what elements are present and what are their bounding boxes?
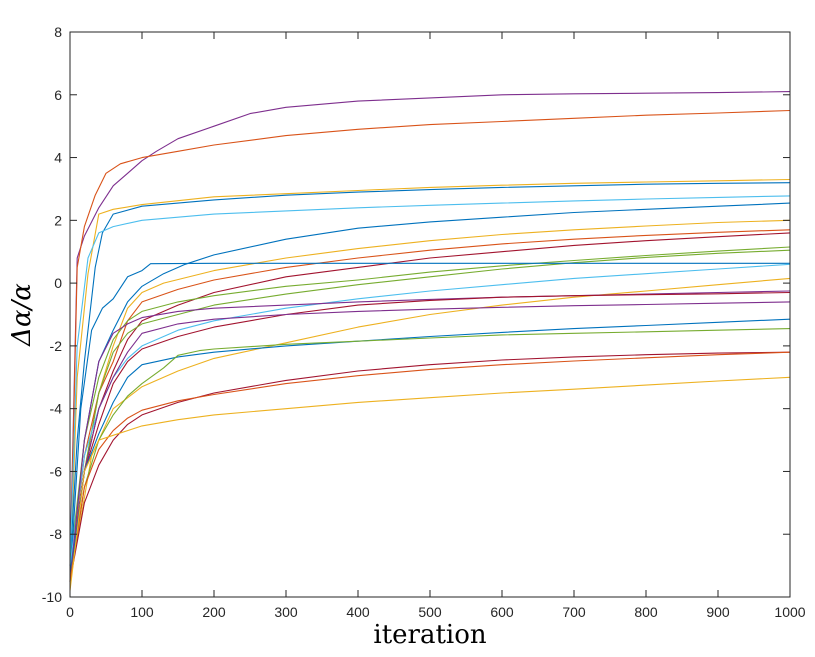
y-tick-label: 6 xyxy=(54,87,62,103)
x-axis-title: iteration xyxy=(373,620,486,650)
x-tick-label: 500 xyxy=(418,604,442,620)
y-tick-label: 0 xyxy=(54,275,62,291)
y-tick-label: -4 xyxy=(50,401,63,417)
series-line-16 xyxy=(69,291,791,582)
series-line-5 xyxy=(69,195,791,566)
series-line-21 xyxy=(69,351,791,582)
series-line-2 xyxy=(69,109,791,582)
series-line-10 xyxy=(69,246,791,566)
y-tick-label: -10 xyxy=(42,589,62,605)
series-line-15 xyxy=(69,290,791,582)
y-tick-label: -6 xyxy=(50,463,63,479)
y-axis-ticks: -10 -8 -6 -4 -2 0 2 4 6 8 xyxy=(42,24,790,605)
series-line-9 xyxy=(69,232,791,582)
series-line-22 xyxy=(69,376,791,591)
y-tick-label: 8 xyxy=(54,24,62,40)
y-tick-label: 2 xyxy=(54,212,62,228)
x-axis-ticks: 0 100 200 300 400 500 600 700 800 900 1000 xyxy=(66,32,806,620)
x-tick-label: 200 xyxy=(202,604,226,620)
x-tick-label: 800 xyxy=(634,604,658,620)
series-line-18 xyxy=(69,318,791,582)
series-line-11 xyxy=(69,249,791,582)
series-line-17 xyxy=(69,301,791,582)
series-line-12 xyxy=(69,262,790,582)
series-line-19 xyxy=(69,328,791,582)
x-tick-label: 900 xyxy=(706,604,730,620)
y-tick-label: 4 xyxy=(54,150,62,166)
series-line-14 xyxy=(69,277,791,582)
y-axis-title: Δα/α xyxy=(7,283,37,347)
series-line-6 xyxy=(69,202,791,576)
x-tick-label: 400 xyxy=(346,604,370,620)
series-line-4 xyxy=(69,182,791,566)
series-lines xyxy=(69,91,791,591)
series-line-8 xyxy=(69,229,791,582)
x-tick-label: 600 xyxy=(490,604,514,620)
y-tick-label: -2 xyxy=(50,338,63,354)
series-line-7 xyxy=(69,219,791,582)
x-tick-label: 1000 xyxy=(774,604,805,620)
x-tick-label: 100 xyxy=(130,604,154,620)
series-line-20 xyxy=(69,351,791,582)
x-tick-label: 0 xyxy=(66,604,74,620)
series-line-1 xyxy=(69,91,791,566)
y-tick-label: -8 xyxy=(50,526,63,542)
series-line-3 xyxy=(69,178,791,582)
x-tick-label: 300 xyxy=(274,604,298,620)
x-tick-label: 700 xyxy=(562,604,586,620)
